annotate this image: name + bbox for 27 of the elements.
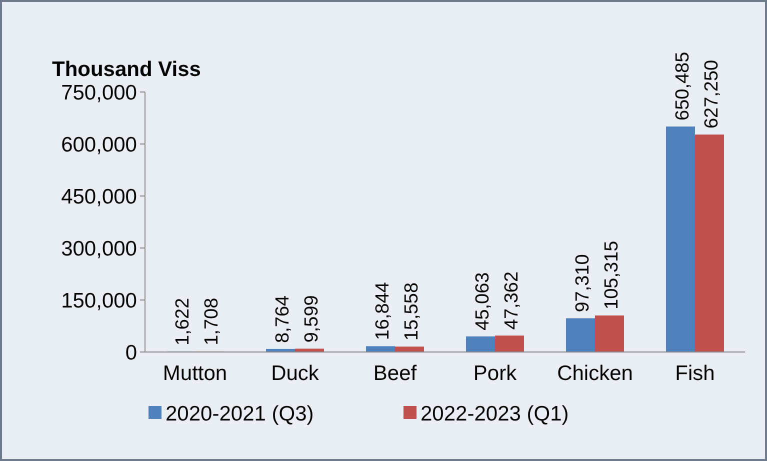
data-label: 45,063 [472,272,494,330]
x-tick-label: Pork [473,362,518,385]
legend-label: 2022-2023 (Q1) [420,402,569,426]
data-label: 650,485 [672,52,694,120]
data-label: 8,764 [272,294,294,343]
data-label: 15,558 [402,282,422,341]
data-label: 47,362 [502,271,522,330]
y-axis-title: Thousand Viss [52,58,201,81]
legend-label: 2020-2021 (Q3) [166,402,314,426]
data-label: 97,310 [572,254,594,312]
x-tick-label: Chicken [557,362,633,385]
y-tick-label: 150,000 [61,289,137,312]
data-label: 9,599 [302,295,322,343]
data-label: 1,708 [202,298,222,346]
x-tick-label: Fish [675,362,715,385]
y-tick-label: 600,000 [61,133,137,156]
data-label: 627,250 [702,60,722,129]
x-tick-label: Beef [373,362,417,385]
x-tick-label: Duck [271,362,320,385]
y-tick-label: 300,000 [61,237,137,260]
y-tick-label: 750,000 [61,81,137,104]
x-tick-label: Mutton [162,362,228,385]
y-tick-label: 450,000 [61,185,137,208]
data-label: 1,622 [172,298,194,346]
data-label: 16,844 [372,282,394,340]
data-label: 105,315 [602,240,622,310]
y-tick-label: 0 [125,341,137,364]
